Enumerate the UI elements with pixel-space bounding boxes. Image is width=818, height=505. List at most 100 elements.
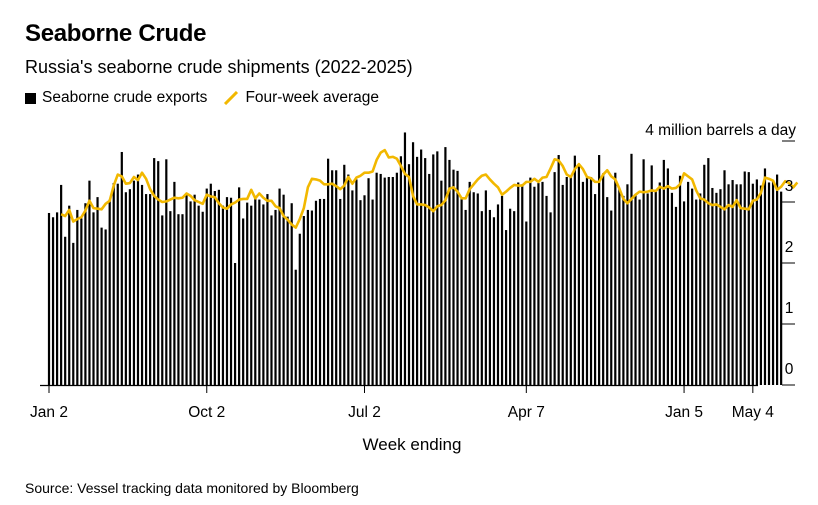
bar (682, 201, 686, 385)
chart-plot: 0 1 2 3 Jan 2 Oct 2 Jul 2 Apr 7 Jan 5 May 4 4 mil… (30, 122, 799, 454)
bar (444, 147, 447, 385)
x-tick-label: Oct 2 (188, 404, 225, 421)
bar (759, 185, 763, 385)
bar (242, 218, 245, 385)
four-week-average-line (60, 148, 799, 229)
bar (780, 191, 783, 385)
bar (371, 199, 374, 385)
bar (173, 181, 176, 385)
bar (347, 174, 350, 385)
bar (440, 180, 443, 385)
bar (492, 217, 496, 385)
bar (577, 165, 580, 385)
bar (217, 189, 220, 385)
bar (739, 184, 742, 385)
bar (666, 168, 669, 385)
bar (687, 181, 690, 385)
x-tick-label: Jul 2 (348, 404, 381, 421)
legend-bars-label: Seaborne crude exports (42, 89, 208, 106)
bar (484, 190, 487, 385)
bar (120, 151, 123, 385)
bar (549, 212, 552, 385)
bar (678, 175, 682, 385)
bar (246, 202, 249, 385)
bar (351, 190, 354, 385)
bar (610, 210, 613, 385)
bar (140, 184, 144, 385)
bar (306, 209, 309, 385)
bar (282, 194, 285, 385)
bar (602, 173, 605, 385)
bar (286, 216, 289, 385)
x-tick-label: May 4 (732, 404, 775, 421)
bar (403, 132, 407, 385)
y-tick-label: 0 (785, 361, 794, 378)
bar (153, 158, 156, 385)
bar (557, 155, 560, 385)
chart-subtitle: Russia's seaborne crude shipments (2022-… (25, 57, 413, 77)
chart-title: Seaborne Crude (25, 20, 207, 47)
bar (383, 177, 386, 385)
bar (452, 169, 455, 385)
bar (565, 176, 568, 385)
bar (476, 193, 479, 385)
bar (144, 194, 148, 385)
bar (537, 183, 540, 385)
bar (96, 197, 99, 385)
bar (707, 158, 710, 385)
bar (525, 221, 528, 385)
bar (691, 188, 694, 385)
bar (233, 263, 237, 385)
bar (638, 199, 641, 385)
bar (472, 192, 475, 385)
bar (695, 199, 698, 385)
bar (157, 161, 160, 385)
bar (270, 215, 273, 385)
bar (747, 172, 750, 385)
bar (496, 204, 500, 385)
source-note: Source: Vessel tracking data monitored b… (25, 480, 359, 496)
bar (715, 192, 718, 385)
bar (622, 195, 625, 385)
bar (193, 194, 196, 385)
bar (177, 214, 180, 385)
bar (448, 159, 451, 385)
bar (674, 206, 678, 385)
bar (634, 195, 637, 385)
bar (367, 178, 370, 385)
bar (197, 205, 200, 385)
bar (213, 191, 216, 385)
bar (185, 195, 188, 385)
bar (314, 200, 318, 385)
bar (104, 229, 107, 385)
bar (480, 211, 483, 385)
bar (606, 197, 609, 385)
bar (743, 171, 746, 385)
bar (266, 194, 269, 385)
bar (699, 193, 702, 385)
bar (646, 193, 649, 385)
bar (509, 208, 512, 385)
bar (55, 212, 59, 385)
bar (355, 179, 358, 385)
bar (776, 174, 779, 385)
bar (420, 149, 423, 385)
bar (500, 195, 504, 385)
legend-line-swatch (224, 91, 239, 105)
bar (387, 176, 390, 385)
bar (165, 159, 168, 385)
bar (504, 230, 508, 385)
bar (363, 195, 366, 385)
bar (541, 181, 544, 385)
bar (310, 210, 314, 385)
bar (763, 168, 767, 385)
bar (149, 194, 152, 385)
bar (294, 269, 297, 385)
bar (339, 198, 342, 385)
bar (719, 189, 722, 385)
bar (136, 174, 140, 385)
bar (468, 181, 471, 385)
bar (375, 172, 378, 385)
x-tick-label: Jan 2 (30, 404, 68, 421)
bar (189, 201, 192, 385)
